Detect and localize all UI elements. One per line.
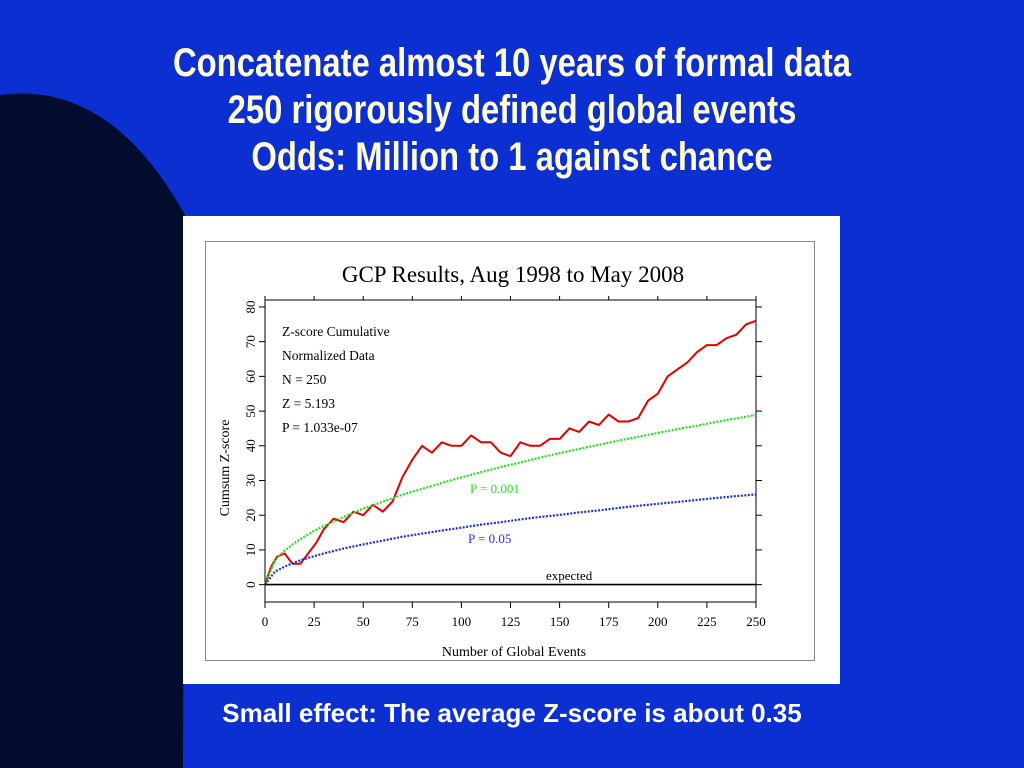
series-label: P = 0.001 — [470, 481, 520, 496]
x-tick-label: 0 — [262, 614, 269, 629]
series-line-p-0-05 — [264, 493, 757, 586]
x-tick-label: 150 — [550, 614, 570, 629]
x-tick-label: 200 — [648, 614, 668, 629]
plot-box — [264, 299, 757, 603]
chart-ylabel: Cumsum Z-score — [218, 420, 233, 517]
series-label: P = 0.05 — [468, 531, 511, 546]
x-tick-label: 25 — [308, 614, 321, 629]
title-line-1: Concatenate almost 10 years of formal da… — [172, 41, 852, 85]
series-line-p-0-001 — [263, 413, 757, 586]
y-tick-label: 70 — [243, 335, 258, 348]
slide-title: Concatenate almost 10 years of formal da… — [92, 40, 932, 181]
y-tick-label: 20 — [243, 509, 258, 522]
y-tick-label: 80 — [243, 300, 258, 313]
series-line-cumulative-zscore — [264, 319, 757, 585]
dark-corner-shape — [0, 93, 185, 768]
annotation-line: Z-score Cumulative — [282, 324, 390, 339]
chart-title: GCP Results, Aug 1998 to May 2008 — [342, 262, 684, 287]
x-tick-label: 175 — [599, 614, 619, 629]
y-tick-label: 40 — [243, 439, 258, 452]
slide-footer: Small effect: The average Z-score is abo… — [222, 698, 802, 728]
y-tick-label: 10 — [243, 543, 258, 556]
x-tick-label: 125 — [501, 614, 521, 629]
x-tick-label: 50 — [357, 614, 370, 629]
y-tick-label: 60 — [243, 370, 258, 383]
x-tick-label: 225 — [697, 614, 717, 629]
chart-xlabel: Number of Global Events — [442, 645, 586, 660]
x-tick-label: 250 — [746, 614, 766, 629]
y-tick-label: 30 — [243, 474, 258, 487]
chart-svg: GCP Results, Aug 1998 to May 2008 Number… — [218, 262, 766, 660]
title-line-2: 250 rigorously defined global events — [227, 88, 797, 132]
annotation-line: Z = 5.193 — [282, 396, 335, 411]
annotation-line: P = 1.033e-07 — [282, 420, 358, 435]
series-label: expected — [546, 568, 593, 583]
x-tick-label: 100 — [452, 614, 472, 629]
y-tick-label: 0 — [243, 581, 258, 588]
y-tick-label: 50 — [243, 405, 258, 418]
annotation-line: N = 250 — [282, 372, 327, 387]
x-tick-label: 75 — [406, 614, 419, 629]
chart-frame — [205, 241, 815, 661]
chart-panel: GCP Results, Aug 1998 to May 2008 Number… — [183, 216, 840, 684]
title-line-3: Odds: Million to 1 against chance — [251, 135, 773, 179]
annotation-line: Normalized Data — [282, 348, 375, 363]
plot-layer: 0 25 50 75 100 125 150 175 200 225 250 0 10 20 30 40 50 6… — [243, 296, 766, 629]
